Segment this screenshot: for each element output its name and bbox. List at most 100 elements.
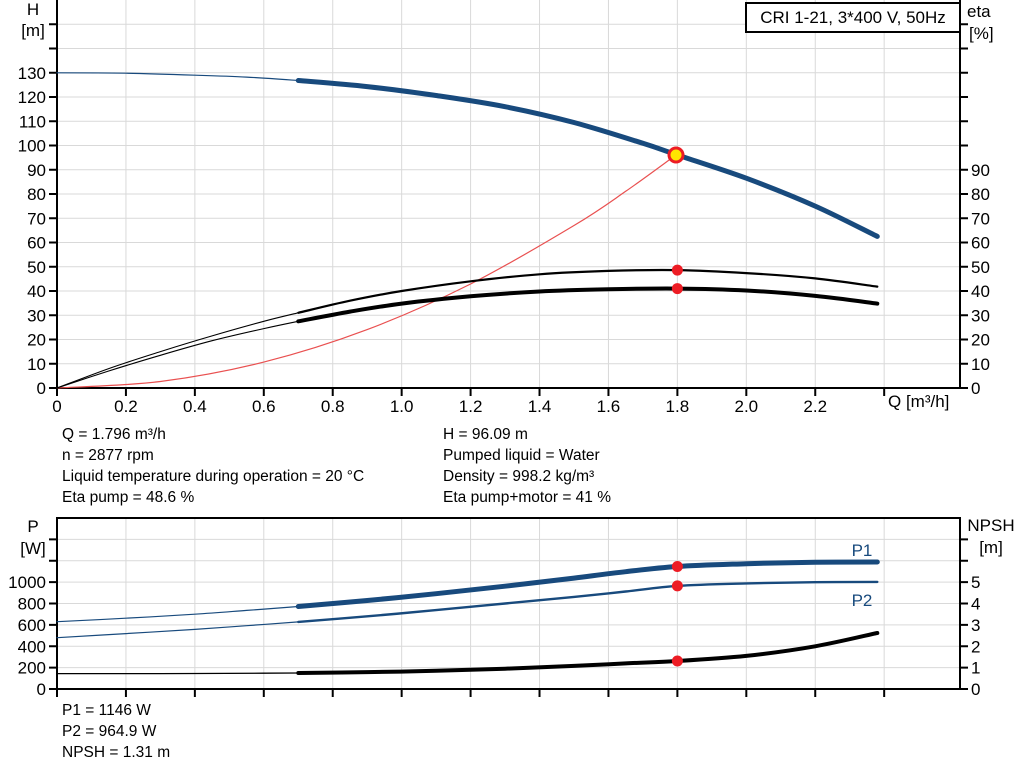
eta-pump-curve bbox=[56, 268, 879, 389]
y-right-tick-label: 60 bbox=[971, 234, 990, 253]
duty-point[interactable] bbox=[667, 146, 685, 164]
duty-info-right: H = 96.09 m Pumped liquid = Water Densit… bbox=[443, 424, 611, 508]
x-tick-label: 0.4 bbox=[183, 397, 207, 416]
y-right-tick-label: 3 bbox=[971, 616, 980, 635]
y-left-tick-label: 90 bbox=[27, 161, 46, 180]
p-axis-title: P bbox=[27, 517, 39, 536]
eta-axis-unit: [%] bbox=[969, 24, 994, 43]
y-left-tick-label: 200 bbox=[18, 659, 46, 678]
y-left-tick-label: 10 bbox=[27, 355, 46, 374]
npsh-curve-thick bbox=[296, 631, 880, 675]
x-tick-label: 1.8 bbox=[666, 397, 690, 416]
eta-pump-motor-curve bbox=[56, 286, 880, 389]
y-right-tick-label: 4 bbox=[971, 595, 980, 614]
title-box: CRI 1-21, 3*400 V, 50Hz bbox=[745, 2, 961, 33]
eta-pump-point bbox=[671, 264, 683, 276]
x-tick-label: 0.8 bbox=[321, 397, 345, 416]
y-right-tick-label: 80 bbox=[971, 185, 990, 204]
y-right-tick-label: 5 bbox=[971, 573, 980, 592]
p1-curve-thin bbox=[56, 605, 299, 623]
y-left-tick-label: 0 bbox=[37, 379, 46, 398]
system-curve bbox=[56, 154, 677, 389]
y-left-tick-label: 600 bbox=[18, 616, 46, 635]
speed-text: n = 2877 rpm bbox=[62, 447, 154, 464]
p2-point bbox=[671, 580, 683, 592]
y-left-tick-label: 50 bbox=[27, 258, 46, 277]
eta-pump-curve-thick bbox=[297, 268, 879, 314]
y-right-tick-label: 90 bbox=[971, 161, 990, 180]
y-left-tick-label: 130 bbox=[18, 64, 46, 83]
y-right-tick-label: 0 bbox=[971, 680, 980, 699]
p1-point bbox=[671, 561, 683, 573]
x-tick-label: 1.6 bbox=[597, 397, 621, 416]
liquid-temp-text: Liquid temperature during operation = 20… bbox=[62, 468, 365, 485]
p1-curve-thick bbox=[295, 559, 880, 609]
eta-pump-motor-text: Eta pump+motor = 41 % bbox=[443, 489, 612, 506]
p1-curve-label: P1 bbox=[851, 541, 873, 560]
axis-ticks bbox=[49, 538, 968, 697]
npsh-curve bbox=[56, 631, 880, 675]
p2-curve bbox=[56, 580, 879, 639]
p-axis-unit: [W] bbox=[20, 539, 46, 558]
p1-curve bbox=[56, 559, 880, 623]
y-left-tick-label: 20 bbox=[27, 331, 46, 350]
p2-curve-label: P2 bbox=[851, 591, 873, 610]
y-left-tick-label: 60 bbox=[27, 234, 46, 253]
axis-tick-labels: 0 200 400 600 800 1000 0 1 2 3 4 5 bbox=[8, 573, 980, 699]
h-axis-title: H bbox=[26, 0, 40, 19]
eta-pump-motor-curve-thick bbox=[296, 286, 880, 324]
y-left-tick-label: 0 bbox=[37, 680, 46, 699]
y-left-tick-label: 120 bbox=[18, 88, 46, 107]
eta-pump-curve-thin bbox=[56, 312, 299, 389]
axis-ticks bbox=[49, 23, 968, 396]
axis-tick-labels: 0 10 20 30 40 50 60 70 80 90 100 110 120 130 0 10 20 30 40… bbox=[18, 64, 990, 416]
npsh-point bbox=[671, 655, 683, 667]
y-right-tick-label: 2 bbox=[971, 637, 980, 656]
x-tick-label: 0.2 bbox=[114, 397, 138, 416]
y-right-tick-label: 30 bbox=[971, 306, 990, 325]
x-tick-label: 0.6 bbox=[252, 397, 276, 416]
y-right-tick-label: 40 bbox=[971, 282, 990, 301]
q-axis-label: Q [m³/h] bbox=[888, 392, 950, 411]
npsh-axis-title: NPSH bbox=[967, 516, 1015, 535]
density-text: Density = 998.2 kg/m³ bbox=[443, 468, 595, 485]
y-left-tick-label: 110 bbox=[19, 112, 46, 131]
y-left-tick-label: 30 bbox=[27, 306, 46, 325]
y-left-tick-label: 40 bbox=[27, 282, 46, 301]
y-left-tick-label: 100 bbox=[18, 137, 46, 156]
h-curve-thin bbox=[56, 72, 299, 82]
y-left-tick-label: 80 bbox=[27, 185, 46, 204]
eta-axis-title: eta bbox=[967, 2, 991, 21]
npsh-axis-unit: [m] bbox=[979, 538, 1003, 557]
npsh-value-text: NPSH = 1.31 m bbox=[62, 744, 171, 761]
duty-info-left: Q = 1.796 m³/h n = 2877 rpm Liquid tempe… bbox=[62, 424, 364, 508]
y-right-tick-label: 10 bbox=[971, 355, 990, 374]
p2-curve-thick bbox=[297, 580, 879, 624]
x-tick-label: 0 bbox=[52, 397, 61, 416]
p2-value-text: P2 = 964.9 W bbox=[62, 723, 157, 740]
eta-pump-motor-point bbox=[671, 283, 683, 295]
eta-pump-motor-curve-thin bbox=[56, 320, 299, 389]
x-tick-label: 2.2 bbox=[803, 397, 827, 416]
p1-value-text: P1 = 1146 W bbox=[62, 702, 151, 719]
y-right-tick-label: 1 bbox=[971, 659, 980, 678]
y-left-tick-label: 70 bbox=[27, 209, 46, 228]
npsh-curve-thin bbox=[56, 672, 299, 675]
x-tick-label: 1.4 bbox=[528, 397, 552, 416]
h-curve-thick bbox=[295, 78, 880, 239]
system-curve-line bbox=[56, 154, 677, 389]
result-info: P1 = 1146 W P2 = 964.9 W NPSH = 1.31 m bbox=[62, 700, 170, 763]
grid-lines bbox=[57, 0, 960, 388]
p2-curve-thin bbox=[56, 621, 299, 639]
h-curve bbox=[56, 72, 880, 239]
x-tick-label: 1.0 bbox=[390, 397, 414, 416]
x-tick-label: 2.0 bbox=[734, 397, 758, 416]
x-tick-label: 1.2 bbox=[459, 397, 483, 416]
qh-eta-chart: 0 10 20 30 40 50 60 70 80 90 100 110 120 130 0 10 20 30 40… bbox=[18, 0, 990, 416]
pumped-liquid-text: Pumped liquid = Water bbox=[443, 447, 600, 464]
y-right-tick-label: 0 bbox=[971, 379, 980, 398]
eta-pump-text: Eta pump = 48.6 % bbox=[62, 489, 195, 506]
y-right-tick-label: 70 bbox=[971, 209, 990, 228]
